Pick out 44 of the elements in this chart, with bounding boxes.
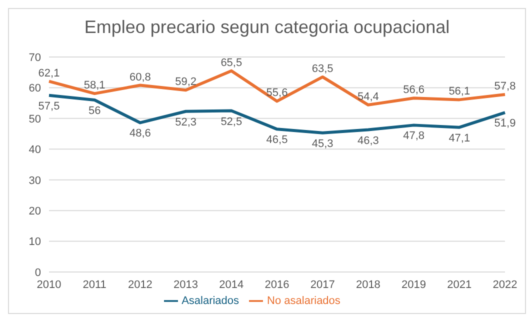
- x-tick-label: 2021: [447, 278, 472, 291]
- data-label: 56,1: [448, 86, 470, 98]
- chart-title: Empleo precario segun categoria ocupacional: [83, 16, 451, 39]
- y-tick-label: 30: [28, 174, 41, 187]
- data-label: 59,2: [175, 76, 197, 88]
- y-tick-label: 10: [28, 236, 41, 248]
- y-tick-label: 0: [34, 266, 41, 279]
- data-label: 52,3: [175, 116, 197, 128]
- data-label: 46,3: [357, 134, 379, 147]
- x-tick-label: 2013: [174, 278, 198, 291]
- y-tick-label: 70: [28, 52, 41, 64]
- data-label: 47,1: [448, 132, 470, 144]
- data-label: 62,1: [38, 67, 60, 80]
- x-tick-label: 2012: [128, 278, 152, 291]
- data-label: 57,8: [494, 80, 516, 92]
- y-tick-label: 40: [28, 144, 41, 156]
- data-label: 57,5: [38, 100, 60, 112]
- x-tick-label: 2014: [219, 278, 244, 291]
- y-tick-label: 50: [28, 113, 41, 126]
- data-label: 51,9: [494, 118, 516, 130]
- data-label: 46,5: [266, 134, 288, 146]
- data-label: 63,5: [312, 62, 334, 75]
- x-tick-label: 2017: [310, 278, 335, 291]
- legend-label: Asalariados: [182, 294, 240, 307]
- x-tick-label: 2018: [356, 278, 380, 291]
- y-tick-label: 60: [28, 82, 41, 95]
- y-tick-label: 20: [28, 205, 41, 218]
- data-label: 48,6: [129, 128, 151, 140]
- data-label: 45,3: [312, 138, 334, 150]
- data-label: 52,5: [220, 116, 242, 128]
- data-label: 54,4: [357, 90, 379, 103]
- legend-label: No asalariados: [267, 294, 340, 307]
- data-label: 65,5: [220, 56, 242, 69]
- x-tick-label: 2016: [264, 278, 290, 291]
- x-tick-label: 2011: [82, 278, 106, 291]
- data-label: 47,8: [403, 130, 425, 142]
- data-label: 60,8: [129, 71, 151, 84]
- data-label: 56,6: [403, 84, 425, 96]
- x-tick-label: 2010: [36, 278, 62, 291]
- data-label: 56: [88, 105, 101, 117]
- data-label: 58,1: [84, 80, 106, 92]
- x-tick-label: 2022: [492, 278, 518, 291]
- x-tick-label: 2019: [402, 278, 426, 291]
- data-label: 55,6: [266, 87, 288, 100]
